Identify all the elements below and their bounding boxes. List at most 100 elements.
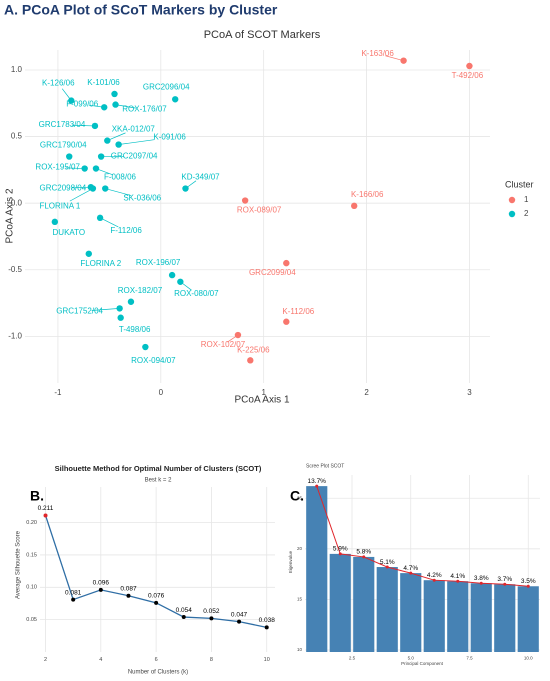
point — [283, 259, 290, 267]
point-label: GRC1783/04 — [39, 120, 86, 129]
point-label: ROX-094/07 — [131, 356, 176, 365]
x-tick-label: 6 — [155, 657, 158, 663]
point — [409, 571, 413, 575]
legend-label: 1 — [524, 195, 529, 204]
x-tick-label: 10 — [264, 657, 270, 663]
y-tick-label: 0.5 — [11, 132, 23, 141]
y-tick-label: 15 — [297, 597, 303, 602]
figure-title: A. PCoA Plot of SCoT Markers by Cluster — [4, 2, 278, 18]
point-label: F-008/06 — [104, 173, 137, 182]
point — [104, 137, 111, 144]
point-label: K-166/06 — [351, 190, 384, 199]
point — [98, 587, 103, 592]
x-tick-label: 2 — [364, 388, 369, 397]
point-label: T-498/06 — [119, 325, 151, 334]
point — [362, 555, 366, 559]
leader-line — [91, 308, 120, 311]
point — [177, 278, 184, 285]
point — [338, 552, 342, 556]
point — [89, 185, 97, 192]
y-tick-label: 0.10 — [26, 585, 37, 591]
bar — [517, 586, 539, 652]
y-tick-label: -0.5 — [8, 265, 22, 274]
value-label: 3.7% — [497, 576, 512, 583]
legend-marker — [508, 196, 516, 204]
point-label: F-112/06 — [110, 226, 142, 235]
point — [71, 597, 76, 602]
leader-line — [115, 104, 136, 109]
panel-label: C. — [290, 488, 304, 504]
point — [127, 298, 135, 305]
point — [116, 305, 123, 312]
point-label: DUKATO — [53, 228, 86, 237]
point — [101, 104, 108, 111]
bar — [353, 556, 375, 652]
leader-line — [105, 188, 132, 196]
point — [66, 153, 73, 160]
point — [96, 214, 104, 222]
point-label: K-163/06 — [361, 49, 394, 58]
point — [264, 625, 269, 630]
point-label: FLORINA 2 — [80, 259, 121, 268]
point — [479, 581, 483, 585]
value-label: 0.096 — [93, 580, 110, 587]
y-tick-label: -1.0 — [8, 331, 22, 340]
point-label: ROX-182/07 — [118, 286, 163, 295]
point-label: F-099/06 — [66, 99, 99, 108]
point — [68, 97, 75, 104]
leader-line — [69, 188, 94, 202]
chart-title: Silhouette Method for Optimal Number of … — [55, 464, 262, 473]
point — [112, 101, 119, 108]
point-label: K-126/06 — [42, 79, 75, 88]
value-label: 3.8% — [474, 575, 489, 582]
y-tick-label: 0.0 — [11, 198, 23, 207]
point-label: GRC2097/04 — [111, 152, 158, 161]
point — [241, 197, 249, 204]
bar — [306, 486, 328, 652]
point — [43, 513, 48, 518]
point — [92, 165, 100, 172]
leader-line — [71, 186, 91, 189]
point — [51, 218, 59, 226]
bar — [329, 553, 351, 652]
value-label: 0.038 — [259, 617, 276, 624]
point-label: ROX-089/07 — [237, 206, 282, 215]
x-tick-label: 0 — [159, 388, 164, 397]
y-tick-label: 0.05 — [26, 617, 37, 623]
point-label: ROX-195/07 — [35, 163, 80, 172]
value-label: 13.7% — [308, 478, 327, 485]
y-axis-label: Eigenvalue — [288, 550, 293, 573]
point-label: SK-036/06 — [123, 194, 161, 203]
point-label: KD-349/07 — [181, 173, 220, 182]
point-label: GRC1790/04 — [40, 141, 87, 150]
point — [526, 584, 530, 588]
y-tick-label: 0.15 — [26, 552, 37, 558]
x-tick-label: 2 — [44, 657, 47, 663]
point — [456, 579, 460, 583]
point-label: GRC2098/04 — [39, 183, 86, 192]
y-axis-label: PCoA Axis 2 — [5, 188, 16, 243]
leader-line — [118, 139, 155, 145]
point — [111, 90, 118, 98]
value-label: 0.054 — [176, 607, 193, 614]
chart-title: Scree Plot SCOT — [306, 463, 344, 469]
point-label: FLORINA 1 — [39, 202, 80, 211]
point — [81, 165, 88, 172]
point — [182, 185, 189, 192]
point-label: K-225/06 — [237, 345, 270, 354]
value-label: 5.8% — [356, 549, 371, 556]
x-tick-label: 4 — [99, 657, 102, 663]
point-label: ROX-080/07 — [174, 289, 219, 298]
value-label: 4.2% — [427, 572, 442, 579]
chart-title: PCoA of SCOT Markers — [204, 29, 321, 41]
x-axis-label: Number of Clusters (k) — [128, 670, 188, 676]
x-tick-label: 2.5 — [349, 656, 356, 661]
point — [247, 357, 254, 364]
value-label: 4.1% — [450, 573, 465, 580]
point — [315, 484, 319, 488]
point-label: T-492/06 — [452, 71, 484, 80]
bar — [447, 581, 469, 652]
point — [400, 57, 407, 64]
point — [102, 185, 109, 192]
value-label: 0.087 — [120, 585, 137, 592]
